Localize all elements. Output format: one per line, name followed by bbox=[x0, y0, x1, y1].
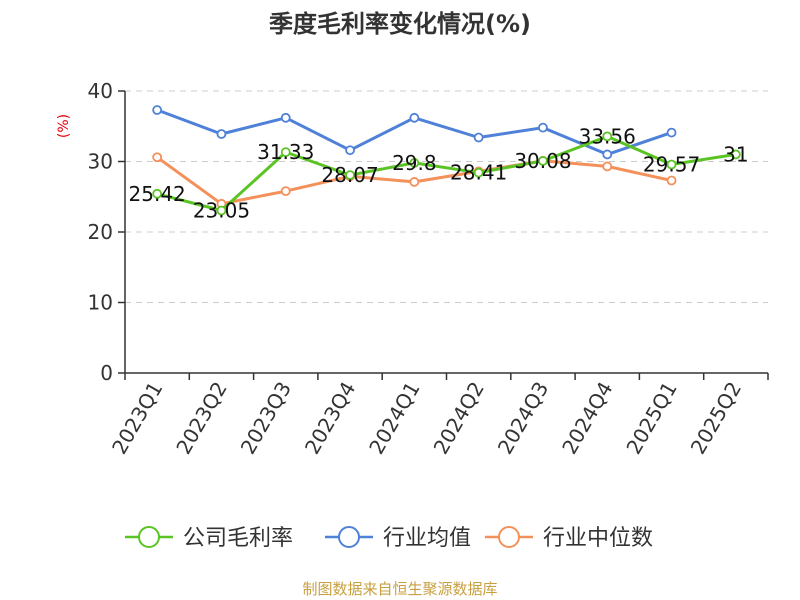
data-label: 28.41 bbox=[450, 161, 507, 185]
data-point[interactable] bbox=[345, 145, 355, 156]
series-0 bbox=[152, 131, 741, 216]
data-label: 33.56 bbox=[579, 124, 636, 148]
data-point[interactable] bbox=[538, 122, 548, 133]
legend-item[interactable]: 行业均值 bbox=[325, 526, 471, 551]
data-labels: 25.42 23.05 31.33 28.07 29.8 28.41 30.08 33.56 2… bbox=[129, 124, 749, 222]
data-point[interactable] bbox=[216, 205, 227, 216]
data-label: 31.33 bbox=[257, 140, 314, 164]
data-label: 23.05 bbox=[193, 198, 250, 222]
data-point[interactable] bbox=[666, 175, 677, 186]
x-tick-label: 2025Q1 bbox=[621, 378, 681, 459]
data-point[interactable] bbox=[602, 149, 613, 160]
data-point[interactable] bbox=[152, 105, 163, 115]
data-point[interactable] bbox=[409, 112, 420, 123]
data-point[interactable] bbox=[602, 131, 613, 142]
y-tick-label: 10 bbox=[88, 291, 113, 315]
data-label: 29.57 bbox=[643, 153, 700, 177]
x-tick-label: 2025Q2 bbox=[686, 378, 746, 459]
legend-label: 行业中位数 bbox=[543, 526, 653, 551]
data-point[interactable] bbox=[730, 149, 741, 160]
data-point[interactable] bbox=[409, 158, 420, 168]
legend-swatch-marker bbox=[138, 526, 160, 548]
x-tick-label: 2024Q3 bbox=[493, 378, 553, 459]
legend-item[interactable]: 行业中位数 bbox=[485, 526, 653, 551]
legend-swatch-marker bbox=[498, 526, 520, 548]
gridlines bbox=[125, 90, 768, 303]
data-label: 30.08 bbox=[514, 149, 571, 173]
y-axis-unit-label: (%) bbox=[56, 114, 72, 138]
y-tick-label: 30 bbox=[88, 150, 113, 174]
data-point[interactable] bbox=[602, 161, 613, 172]
y-tick-label: 40 bbox=[88, 79, 113, 103]
data-point[interactable] bbox=[409, 177, 420, 187]
x-tick-label: 2024Q1 bbox=[364, 378, 424, 459]
legend-label: 公司毛利率 bbox=[183, 526, 293, 551]
data-point[interactable] bbox=[280, 186, 291, 197]
x-tick-label: 2024Q4 bbox=[557, 378, 617, 459]
data-point[interactable] bbox=[280, 147, 291, 158]
series-line bbox=[155, 134, 738, 212]
data-point[interactable] bbox=[666, 127, 677, 138]
source-note: 制图数据来自恒生聚源数据库 bbox=[302, 580, 497, 598]
data-point[interactable] bbox=[216, 129, 227, 139]
data-point[interactable] bbox=[473, 132, 484, 143]
legend-label: 行业均值 bbox=[383, 526, 471, 551]
x-tick-label: 2023Q1 bbox=[107, 378, 167, 459]
legend-swatch-marker bbox=[338, 526, 360, 548]
x-tick-label: 2024Q2 bbox=[429, 378, 489, 459]
y-tick-label: 0 bbox=[100, 361, 113, 385]
series-lines bbox=[152, 105, 741, 216]
data-label: 29.8 bbox=[392, 151, 437, 175]
data-point[interactable] bbox=[345, 170, 355, 181]
legend-item[interactable]: 公司毛利率 bbox=[125, 526, 293, 551]
data-label: 28.07 bbox=[321, 163, 378, 187]
x-tick-label: 2023Q3 bbox=[236, 378, 296, 459]
x-tick-label: 2023Q2 bbox=[171, 378, 231, 459]
data-label: 25.42 bbox=[129, 182, 186, 206]
legend: 公司毛利率 行业均值 行业中位数 bbox=[125, 526, 653, 551]
x-tick-label: 2023Q4 bbox=[300, 378, 360, 459]
data-point[interactable] bbox=[152, 152, 163, 163]
data-point[interactable] bbox=[473, 167, 484, 178]
chart-title: 季度毛利率变化情况(%) bbox=[269, 10, 531, 38]
data-point[interactable] bbox=[538, 156, 548, 166]
data-label: 31 bbox=[723, 142, 748, 166]
data-point[interactable] bbox=[666, 159, 677, 170]
data-point[interactable] bbox=[152, 188, 163, 199]
data-point[interactable] bbox=[280, 112, 291, 123]
y-tick-label: 20 bbox=[88, 220, 113, 244]
